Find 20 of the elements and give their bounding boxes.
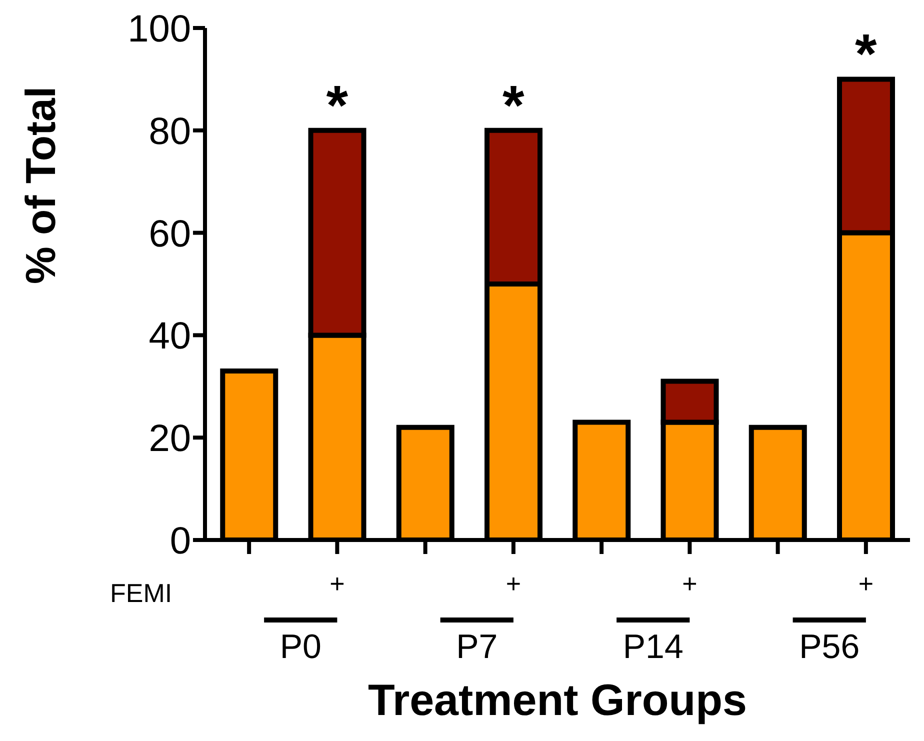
y-tick-label: 20 bbox=[148, 418, 191, 460]
annotation: * bbox=[326, 73, 348, 136]
x-axis-title: Treatment Groups bbox=[368, 676, 747, 725]
y-tick-label: 80 bbox=[148, 110, 191, 153]
y-tick-label: 0 bbox=[170, 520, 191, 562]
text: P0 bbox=[280, 628, 322, 666]
annotation: * bbox=[502, 73, 525, 136]
x-tick-label: + bbox=[506, 568, 522, 598]
text: P56 bbox=[799, 628, 860, 666]
x-tick-label: + bbox=[858, 568, 874, 598]
y-tick-label: 100 bbox=[128, 8, 191, 50]
y-tick-label: 60 bbox=[148, 213, 191, 256]
annotation: * bbox=[855, 22, 878, 86]
x-tick-label: + bbox=[682, 568, 698, 598]
text: P14 bbox=[622, 628, 684, 666]
x-tick-label: + bbox=[330, 568, 345, 598]
text: P7 bbox=[456, 628, 498, 666]
y-tick-label: 40 bbox=[148, 316, 191, 358]
text: FEMI bbox=[110, 578, 172, 608]
y-axis-title: % of Total bbox=[16, 86, 64, 284]
